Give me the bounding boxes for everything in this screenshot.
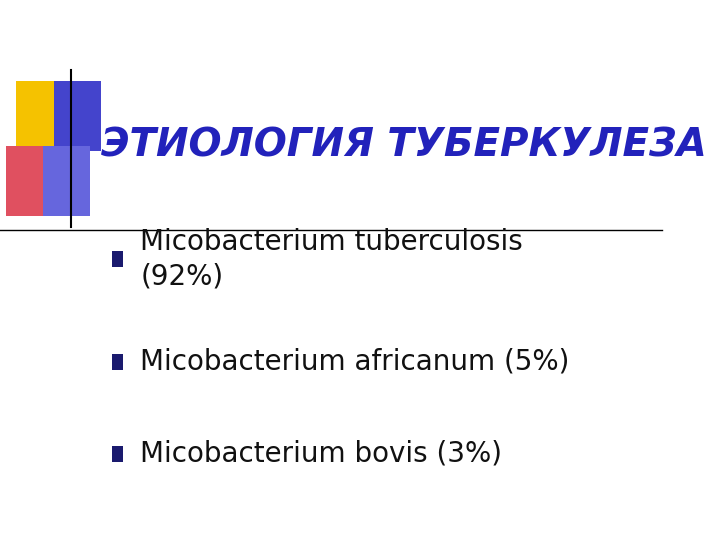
Text: Micobacterium africanum (5%): Micobacterium africanum (5%): [140, 348, 570, 376]
Bar: [16, 81, 70, 151]
Bar: [112, 354, 123, 370]
Bar: [6, 146, 60, 216]
Text: ЭТИОЛОГИЯ ТУБЕРКУЛЕЗА: ЭТИОЛОГИЯ ТУБЕРКУЛЕЗА: [101, 127, 706, 165]
Bar: [43, 146, 90, 216]
Text: Micobacterium bovis (3%): Micobacterium bovis (3%): [140, 440, 503, 468]
Bar: [112, 446, 123, 462]
Text: Micobacterium tuberculosis
(92%): Micobacterium tuberculosis (92%): [140, 228, 523, 291]
Bar: [54, 81, 101, 151]
Bar: [112, 251, 123, 267]
